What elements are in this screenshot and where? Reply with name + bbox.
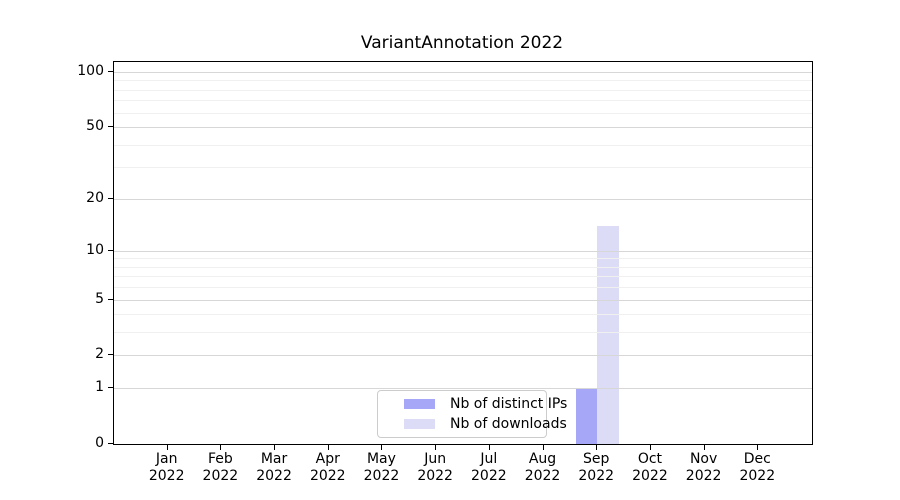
bars-layer xyxy=(114,62,812,444)
gridline-minor xyxy=(114,167,812,169)
x-tick-label: Nov 2022 xyxy=(685,451,722,484)
x-tick-mark xyxy=(488,445,490,450)
x-tick-label: Jul 2022 xyxy=(471,451,507,484)
x-tick-mark xyxy=(596,445,598,450)
y-axis: 0 1 2 5 10 20 50 100 xyxy=(0,61,104,451)
x-tick-label: Jun 2022 xyxy=(417,451,453,484)
x-tick-label: Apr 2022 xyxy=(309,451,346,484)
legend-swatch-downloads-icon xyxy=(404,419,435,429)
gridline-major xyxy=(114,72,812,73)
y-tick-label: 10 xyxy=(86,241,104,258)
gridline-minor xyxy=(114,258,812,260)
gridline-minor xyxy=(114,332,812,334)
gridline-minor xyxy=(114,266,812,268)
bar-distinct-ips xyxy=(575,388,598,444)
y-tick-mark xyxy=(108,126,113,128)
y-tick-mark xyxy=(108,387,113,389)
gridline-major xyxy=(114,388,812,390)
legend-swatch-distinct-ips-icon xyxy=(404,399,435,409)
x-tick-label: Mar 2022 xyxy=(256,451,292,484)
x-tick-label: Aug 2022 xyxy=(524,451,561,484)
x-tick-mark xyxy=(166,445,168,450)
x-tick-label: Dec 2022 xyxy=(739,451,776,484)
x-tick-label: May 2022 xyxy=(363,451,400,484)
y-tick-label: 50 xyxy=(86,118,104,135)
y-tick-mark xyxy=(108,354,113,356)
x-tick-mark xyxy=(381,445,383,450)
y-tick-label: 100 xyxy=(77,63,104,79)
y-tick-mark xyxy=(108,298,113,300)
x-tick-label: Sep 2022 xyxy=(578,451,615,484)
legend-item-downloads: Nb of downloads xyxy=(404,414,567,434)
x-tick-mark xyxy=(435,445,437,450)
y-tick-label: 0 xyxy=(95,435,104,451)
gridline-minor xyxy=(114,287,812,289)
gridline-major xyxy=(114,299,812,301)
gridline-major xyxy=(114,198,812,200)
x-axis: Jan 2022 Feb 2022 Mar 2022 Apr 2022 May 2022 Jun 20… xyxy=(113,451,811,491)
bar-downloads xyxy=(597,225,619,444)
x-tick-mark xyxy=(703,445,705,450)
y-tick-mark xyxy=(108,197,113,199)
x-tick-mark xyxy=(542,445,544,450)
x-tick-label: Oct 2022 xyxy=(632,451,668,484)
grid-layer xyxy=(114,62,812,444)
legend-item-distinct-ips: Nb of distinct IPs xyxy=(404,394,567,414)
y-tick-label: 2 xyxy=(95,346,104,363)
gridline-minor xyxy=(114,80,812,82)
gridline-minor xyxy=(114,144,812,146)
y-tick-label: 1 xyxy=(95,379,104,396)
x-tick-label: Jan 2022 xyxy=(148,451,185,484)
gridline-minor xyxy=(114,89,812,91)
chart-title: VariantAnnotation 2022 xyxy=(360,33,564,53)
y-tick-mark xyxy=(108,249,113,251)
x-tick-mark xyxy=(220,445,222,450)
legend-label-distinct-ips: Nb of distinct IPs xyxy=(450,396,568,412)
x-tick-mark xyxy=(327,445,329,450)
legend: Nb of distinct IPs Nb of downloads xyxy=(377,390,567,438)
y-tick-label: 20 xyxy=(86,189,104,206)
x-tick-mark xyxy=(757,445,759,450)
gridline-minor xyxy=(114,100,812,102)
gridline-minor xyxy=(114,112,812,114)
gridline-minor xyxy=(114,276,812,278)
gridline-major xyxy=(114,355,812,357)
y-tick-label: 5 xyxy=(95,290,104,307)
x-tick-mark xyxy=(274,445,276,450)
gridline-major xyxy=(114,250,812,252)
y-tick-mark xyxy=(108,71,113,72)
legend-label-downloads: Nb of downloads xyxy=(450,416,567,432)
x-tick-mark xyxy=(649,445,651,450)
gridline-major xyxy=(114,127,812,129)
y-tick-mark xyxy=(108,443,113,444)
x-tick-label: Feb 2022 xyxy=(202,451,239,484)
plot-area: Nb of distinct IPs Nb of downloads xyxy=(113,61,813,445)
gridline-minor xyxy=(114,314,812,316)
